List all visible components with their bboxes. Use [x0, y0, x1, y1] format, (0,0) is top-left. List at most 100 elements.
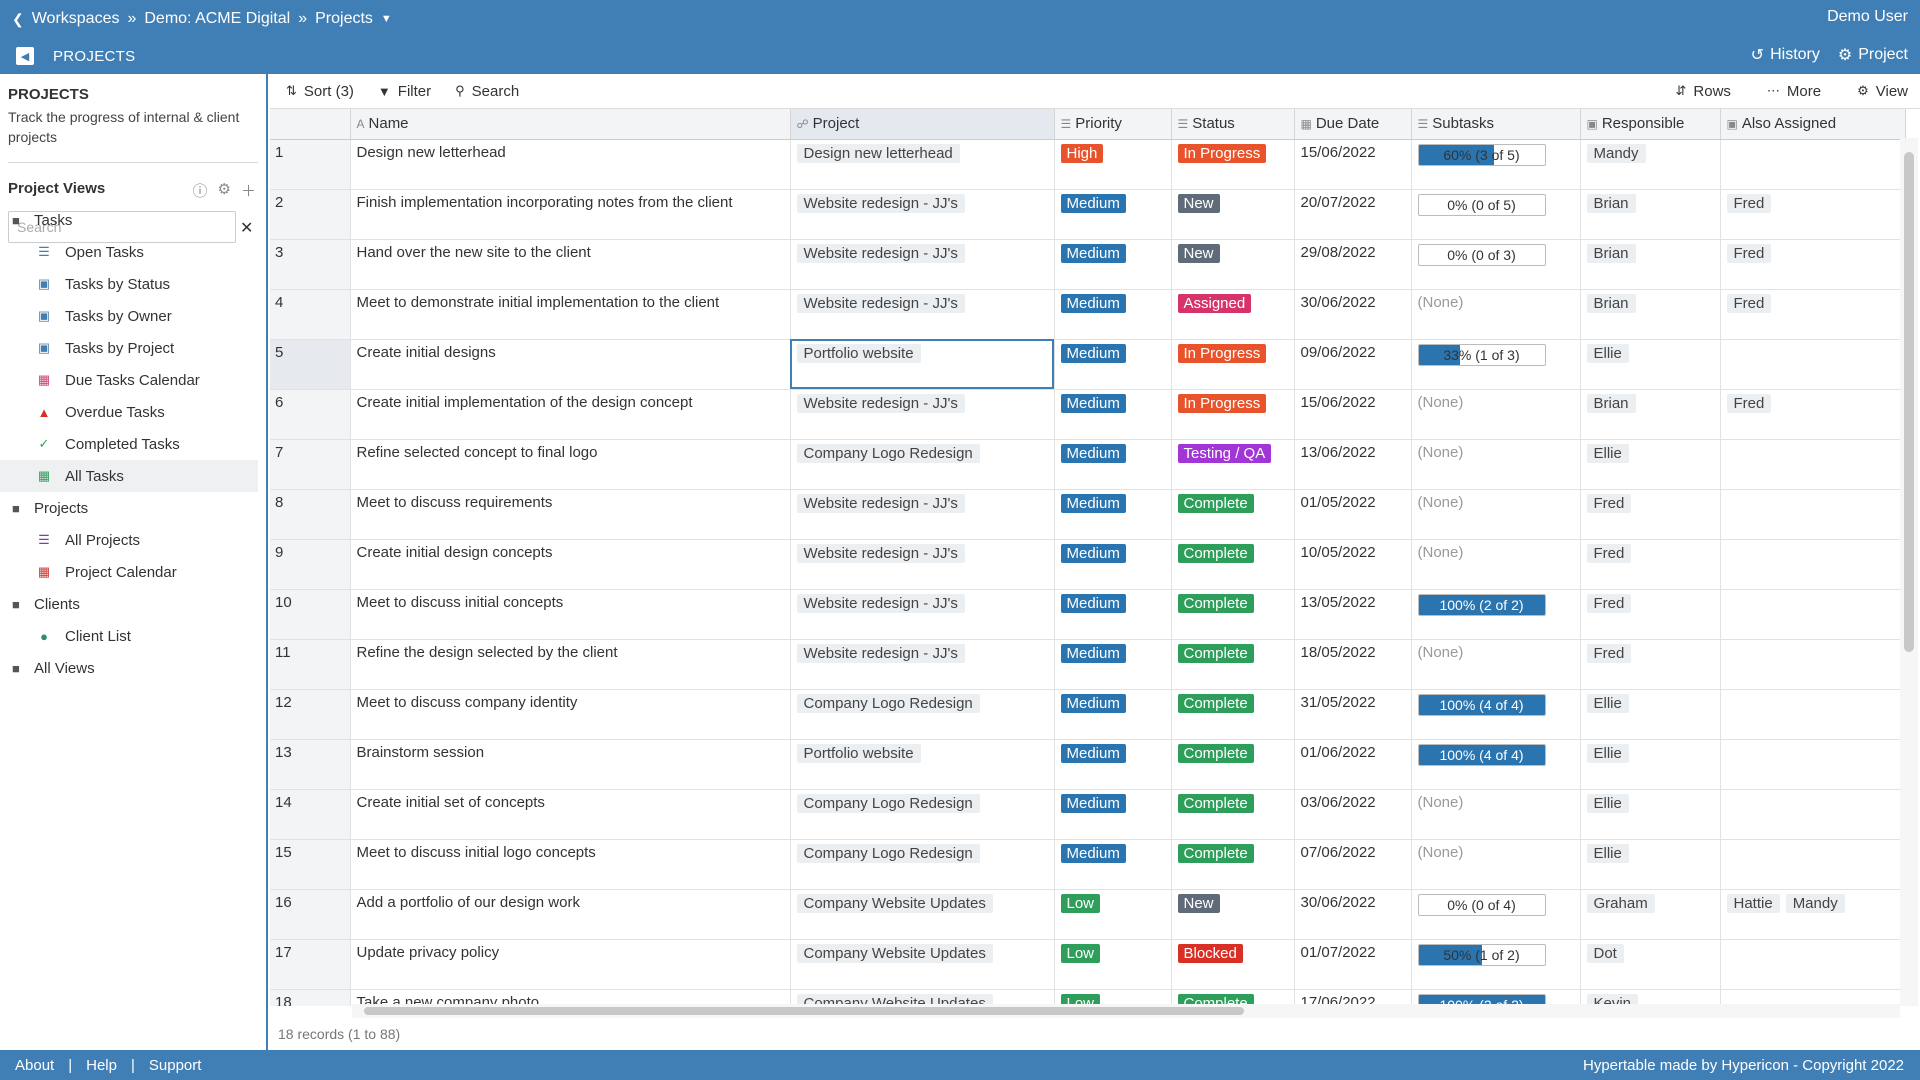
project-chip[interactable]: Design new letterhead: [796, 143, 960, 163]
cell-priority[interactable]: Medium: [1054, 489, 1172, 540]
project-chip[interactable]: Website redesign - JJ's: [796, 493, 965, 513]
project-chip[interactable]: Website redesign - JJ's: [796, 593, 965, 613]
cell-also-assigned[interactable]: Fred: [1720, 189, 1906, 240]
cell-status[interactable]: Complete: [1171, 739, 1295, 790]
person-chip[interactable]: Dot: [1586, 943, 1624, 963]
cell-name[interactable]: Create initial designs: [350, 339, 791, 390]
sidebar-folder[interactable]: ■ All Views: [0, 652, 266, 684]
breadcrumb-workspace[interactable]: Demo: ACME Digital: [144, 10, 291, 27]
person-chip[interactable]: Ellie: [1586, 743, 1629, 763]
person-chip[interactable]: Hattie: [1726, 893, 1780, 913]
sidebar-item[interactable]: ▣ Tasks by Owner: [0, 300, 266, 332]
person-chip[interactable]: Fred: [1586, 493, 1632, 513]
project-chip[interactable]: Website redesign - JJ's: [796, 393, 965, 413]
sidebar-folder[interactable]: ■ Tasks: [0, 204, 266, 236]
breadcrumb-projects[interactable]: Projects: [315, 10, 373, 27]
table-row[interactable]: 12 Meet to discuss company identity Compan…: [270, 689, 1906, 740]
cell-project[interactable]: Company Website Updates: [790, 989, 1055, 1006]
cell-responsible[interactable]: Brian: [1580, 289, 1721, 340]
column-header-project[interactable]: ☍ Project: [790, 109, 1055, 140]
cell-priority[interactable]: Medium: [1054, 839, 1172, 890]
more-button[interactable]: ⋯ More: [1767, 83, 1821, 100]
cell-name[interactable]: Take a new company photo: [350, 989, 791, 1006]
project-chip[interactable]: Website redesign - JJ's: [796, 293, 965, 313]
cell-subtasks[interactable]: 100% (4 of 4): [1411, 739, 1581, 790]
cell-name[interactable]: Design new letterhead: [350, 139, 791, 190]
cell-status[interactable]: Complete: [1171, 589, 1295, 640]
cell-responsible[interactable]: Fred: [1580, 639, 1721, 690]
caret-down-icon[interactable]: ▼: [380, 13, 392, 25]
person-chip[interactable]: Fred: [1586, 643, 1632, 663]
cell-project[interactable]: Website redesign - JJ's: [790, 289, 1055, 340]
table-row[interactable]: 3 Hand over the new site to the client Web…: [270, 239, 1906, 290]
cell-subtasks[interactable]: 33% (1 of 3): [1411, 339, 1581, 390]
sidebar-folder[interactable]: ■ Clients: [0, 588, 266, 620]
person-chip[interactable]: Graham: [1586, 893, 1655, 913]
person-chip[interactable]: Fred: [1726, 193, 1772, 213]
person-chip[interactable]: Ellie: [1586, 793, 1629, 813]
table-row[interactable]: 1 Design new letterhead Design new letterh…: [270, 139, 1906, 190]
table-row[interactable]: 18 Take a new company photo Company Websit…: [270, 989, 1906, 1006]
cell-name[interactable]: Brainstorm session: [350, 739, 791, 790]
project-chip[interactable]: Company Website Updates: [796, 893, 993, 913]
cell-name[interactable]: Create initial design concepts: [350, 539, 791, 590]
column-header-name[interactable]: A Name: [350, 109, 791, 140]
cell-priority[interactable]: Medium: [1054, 289, 1172, 340]
cell-subtasks[interactable]: (None): [1411, 839, 1581, 890]
person-chip[interactable]: Fred: [1586, 543, 1632, 563]
row-number[interactable]: 12: [270, 689, 351, 740]
cell-due-date[interactable]: 01/07/2022: [1294, 939, 1412, 990]
cell-subtasks[interactable]: 100% (4 of 4): [1411, 689, 1581, 740]
project-chip[interactable]: Website redesign - JJ's: [796, 243, 965, 263]
footer-link-help[interactable]: Help: [86, 1056, 117, 1074]
cell-also-assigned[interactable]: [1720, 139, 1906, 190]
cell-due-date[interactable]: 01/06/2022: [1294, 739, 1412, 790]
project-chip[interactable]: Website redesign - JJ's: [796, 643, 965, 663]
cell-priority[interactable]: Medium: [1054, 639, 1172, 690]
cell-name[interactable]: Refine selected concept to final logo: [350, 439, 791, 490]
cell-subtasks[interactable]: (None): [1411, 639, 1581, 690]
sidebar-item[interactable]: ▲ Overdue Tasks: [0, 396, 266, 428]
breadcrumb-workspaces[interactable]: Workspaces: [31, 10, 120, 27]
column-header-responsible[interactable]: ▣ Responsible: [1580, 109, 1721, 140]
cell-due-date[interactable]: 29/08/2022: [1294, 239, 1412, 290]
row-number[interactable]: 3: [270, 239, 351, 290]
project-chip[interactable]: Company Logo Redesign: [796, 843, 980, 863]
cell-also-assigned[interactable]: [1720, 439, 1906, 490]
cell-also-assigned[interactable]: [1720, 789, 1906, 840]
cell-subtasks[interactable]: 100% (2 of 2): [1411, 589, 1581, 640]
cell-priority[interactable]: Low: [1054, 939, 1172, 990]
cell-subtasks[interactable]: (None): [1411, 389, 1581, 440]
cell-responsible[interactable]: Brian: [1580, 389, 1721, 440]
view-search-input[interactable]: [8, 211, 236, 243]
cell-due-date[interactable]: 01/05/2022: [1294, 489, 1412, 540]
column-header-also-assigned[interactable]: ▣ Also Assigned: [1720, 109, 1906, 140]
cell-responsible[interactable]: Fred: [1580, 539, 1721, 590]
cell-priority[interactable]: Medium: [1054, 789, 1172, 840]
cell-subtasks[interactable]: (None): [1411, 489, 1581, 540]
cell-also-assigned[interactable]: [1720, 489, 1906, 540]
cell-status[interactable]: Blocked: [1171, 939, 1295, 990]
cell-name[interactable]: Create initial set of concepts: [350, 789, 791, 840]
horizontal-scrollbar[interactable]: [352, 1004, 1900, 1018]
cell-responsible[interactable]: Ellie: [1580, 689, 1721, 740]
person-chip[interactable]: Brian: [1586, 293, 1636, 313]
cell-priority[interactable]: Medium: [1054, 689, 1172, 740]
cell-due-date[interactable]: 15/06/2022: [1294, 389, 1412, 440]
person-chip[interactable]: Brian: [1586, 243, 1636, 263]
gear-icon[interactable]: ⚙: [217, 181, 231, 198]
cell-project[interactable]: Website redesign - JJ's: [790, 639, 1055, 690]
footer-link-support[interactable]: Support: [148, 1056, 202, 1074]
cell-status[interactable]: Complete: [1171, 789, 1295, 840]
row-number[interactable]: 14: [270, 789, 351, 840]
cell-responsible[interactable]: Mandy: [1580, 139, 1721, 190]
person-chip[interactable]: Mandy: [1785, 893, 1845, 913]
cell-responsible[interactable]: Ellie: [1580, 439, 1721, 490]
row-number[interactable]: 6: [270, 389, 351, 440]
cell-also-assigned[interactable]: Hattie Mandy: [1720, 889, 1906, 940]
cell-project[interactable]: Website redesign - JJ's: [790, 389, 1055, 440]
cell-status[interactable]: Assigned: [1171, 289, 1295, 340]
chevron-left-icon[interactable]: ❮: [12, 10, 24, 27]
cell-priority[interactable]: Medium: [1054, 239, 1172, 290]
row-number[interactable]: 18: [270, 989, 351, 1006]
